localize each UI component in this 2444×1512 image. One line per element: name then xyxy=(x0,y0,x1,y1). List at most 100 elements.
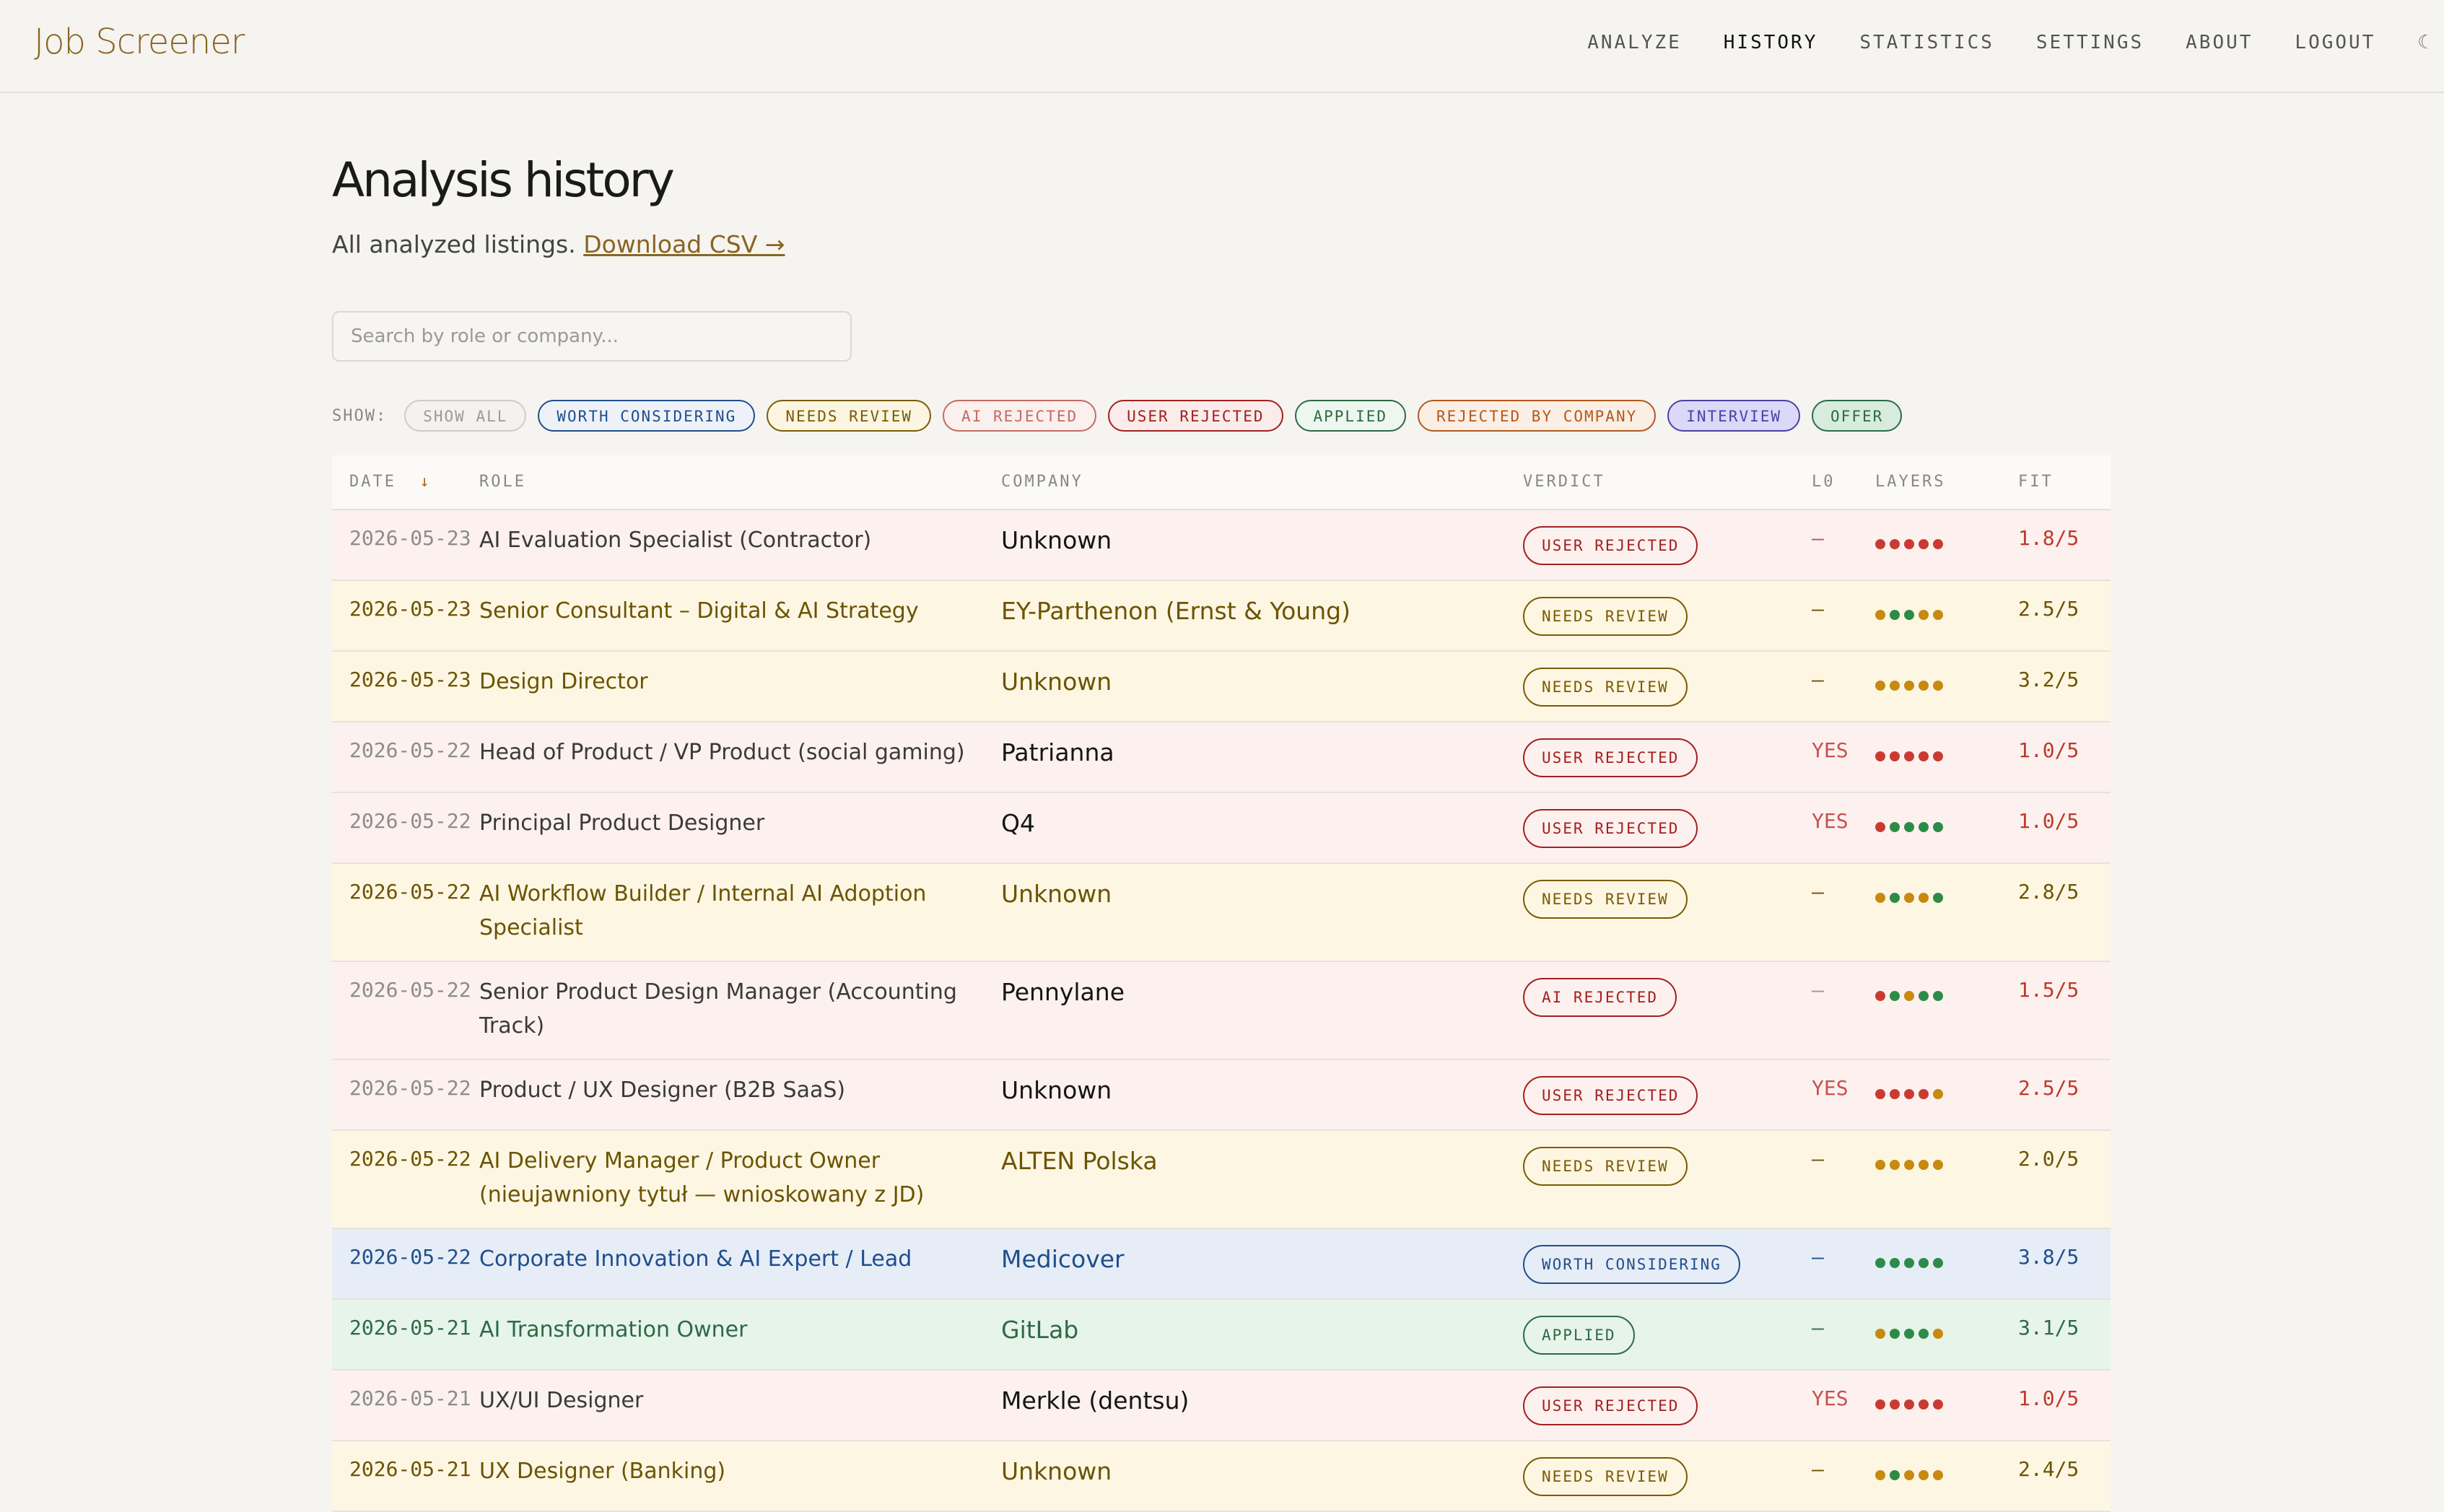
table-row[interactable]: 2026-05-23 Design Director Unknown NEEDS RE… xyxy=(332,652,2111,722)
row-fit: 1.8/5 xyxy=(2018,526,2079,550)
nav-statistics[interactable]: STATISTICS xyxy=(1859,32,1994,53)
row-role[interactable]: Head of Product / VP Product (social gam… xyxy=(479,740,965,765)
row-role[interactable]: AI Transformation Owner xyxy=(479,1317,748,1342)
filter-chip-ai-rejected[interactable]: AI REJECTED xyxy=(943,400,1097,432)
row-role[interactable]: UX/UI Designer xyxy=(479,1388,644,1413)
verdict-badge[interactable]: USER REJECTED xyxy=(1523,526,1698,565)
verdict-badge[interactable]: NEEDS REVIEW xyxy=(1523,880,1688,919)
row-date: 2026-05-23 xyxy=(349,526,471,550)
table-row[interactable]: 2026-05-21 UX Designer (Banking) Unknown NE… xyxy=(332,1441,2111,1512)
download-csv-link[interactable]: Download CSV → xyxy=(583,230,785,258)
layer-dot-icon xyxy=(1904,1470,1914,1480)
table-row[interactable]: 2026-05-23 AI Evaluation Specialist (Cont… xyxy=(332,510,2111,581)
verdict-badge[interactable]: NEEDS REVIEW xyxy=(1523,668,1688,707)
row-fit: 2.4/5 xyxy=(2018,1457,2079,1481)
header-fit[interactable]: FIT xyxy=(2018,473,2054,491)
layer-dot-icon xyxy=(1875,822,1885,832)
nav-analyze[interactable]: ANALYZE xyxy=(1587,32,1682,53)
nav-history[interactable]: HISTORY xyxy=(1723,32,1818,53)
layer-dot-icon xyxy=(1904,822,1914,832)
row-date: 2026-05-22 xyxy=(349,1245,471,1269)
row-company: Merkle (dentsu) xyxy=(1001,1386,1190,1415)
table-row[interactable]: 2026-05-22 Head of Product / VP Product (… xyxy=(332,722,2111,793)
table-row[interactable]: 2026-05-21 UX/UI Designer Merkle (dentsu) U… xyxy=(332,1371,2111,1441)
app-logo[interactable]: Job Screener xyxy=(34,22,245,62)
filters-label: SHOW: xyxy=(332,406,388,425)
filter-chip-worth-considering[interactable]: WORTH CONSIDERING xyxy=(538,400,756,432)
row-role[interactable]: AI Delivery Manager / Product Owner (nie… xyxy=(479,1148,925,1207)
row-verdict-cell: NEEDS REVIEW xyxy=(1523,668,1688,707)
header-verdict[interactable]: VERDICT xyxy=(1523,473,1605,491)
row-layers xyxy=(1875,1399,1947,1410)
row-role[interactable]: Senior Product Design Manager (Accountin… xyxy=(479,979,957,1039)
layer-dot-icon xyxy=(1890,1258,1900,1268)
verdict-badge[interactable]: WORTH CONSIDERING xyxy=(1523,1245,1740,1284)
verdict-badge[interactable]: USER REJECTED xyxy=(1523,809,1698,848)
header-company[interactable]: COMPANY xyxy=(1001,473,1083,491)
table-row[interactable]: 2026-05-22 Corporate Innovation & AI Expe… xyxy=(332,1229,2111,1300)
verdict-badge[interactable]: NEEDS REVIEW xyxy=(1523,1147,1688,1186)
filter-chip-user-rejected[interactable]: USER REJECTED xyxy=(1108,400,1283,432)
filter-chip-offer[interactable]: OFFER xyxy=(1812,400,1903,432)
table-row[interactable]: 2026-05-23 Senior Consultant – Digital & … xyxy=(332,581,2111,652)
row-role[interactable]: Senior Consultant – Digital & AI Strateg… xyxy=(479,598,919,624)
layer-dot-icon xyxy=(1919,822,1929,832)
filter-chip-interview[interactable]: INTERVIEW xyxy=(1667,400,1801,432)
row-role[interactable]: AI Workflow Builder / Internal AI Adopti… xyxy=(479,881,927,940)
row-layers xyxy=(1875,1258,1947,1268)
nav-about[interactable]: ABOUT xyxy=(2186,32,2253,53)
verdict-badge[interactable]: AI REJECTED xyxy=(1523,978,1677,1017)
filter-chip-applied[interactable]: APPLIED xyxy=(1294,400,1407,432)
layer-dot-icon xyxy=(1919,1258,1929,1268)
nav-logout[interactable]: LOGOUT xyxy=(2295,32,2376,53)
header-role[interactable]: ROLE xyxy=(479,473,526,491)
verdict-badge[interactable]: APPLIED xyxy=(1523,1316,1635,1355)
page-subtitle: All analyzed listings. Download CSV → xyxy=(332,230,785,258)
row-role[interactable]: Principal Product Designer xyxy=(479,810,765,836)
verdict-badge[interactable]: USER REJECTED xyxy=(1523,738,1698,777)
row-l0: — xyxy=(1812,597,1824,621)
row-role[interactable]: Design Director xyxy=(479,669,648,694)
layer-dot-icon xyxy=(1904,1329,1914,1339)
row-company: ALTEN Polska xyxy=(1001,1147,1158,1175)
table-row[interactable]: 2026-05-22 Senior Product Design Manager … xyxy=(332,962,2111,1060)
moon-icon[interactable]: ☾ xyxy=(2417,32,2431,53)
row-fit: 2.5/5 xyxy=(2018,597,2079,621)
row-fit: 1.0/5 xyxy=(2018,738,2079,762)
filter-chip-show-all[interactable]: SHOW ALL xyxy=(404,400,527,432)
filter-chip-rejected-by-company[interactable]: REJECTED BY COMPANY xyxy=(1418,400,1657,432)
row-role[interactable]: UX Designer (Banking) xyxy=(479,1459,726,1484)
table-row[interactable]: 2026-05-22 Principal Product Designer Q4 US… xyxy=(332,793,2111,864)
table-row[interactable]: 2026-05-22 AI Workflow Builder / Internal… xyxy=(332,864,2111,962)
layer-dot-icon xyxy=(1919,539,1929,549)
layer-dot-icon xyxy=(1875,610,1885,620)
verdict-badge[interactable]: USER REJECTED xyxy=(1523,1076,1698,1115)
row-layers xyxy=(1875,681,1947,691)
filter-chip-needs-review[interactable]: NEEDS REVIEW xyxy=(767,400,932,432)
row-role[interactable]: Corporate Innovation & AI Expert / Lead xyxy=(479,1246,912,1272)
verdict-badge[interactable]: NEEDS REVIEW xyxy=(1523,1457,1688,1496)
row-role[interactable]: Product / UX Designer (B2B SaaS) xyxy=(479,1078,846,1103)
nav-settings[interactable]: SETTINGS xyxy=(2035,32,2144,53)
row-date: 2026-05-23 xyxy=(349,597,471,621)
row-role[interactable]: AI Evaluation Specialist (Contractor) xyxy=(479,528,872,553)
row-fit: 1.5/5 xyxy=(2018,978,2079,1002)
table-row[interactable]: 2026-05-22 AI Delivery Manager / Product … xyxy=(332,1131,2111,1229)
layer-dot-icon xyxy=(1875,539,1885,549)
table-body: 2026-05-23 AI Evaluation Specialist (Cont… xyxy=(332,510,2111,1512)
layer-dot-icon xyxy=(1890,1399,1900,1410)
layer-dot-icon xyxy=(1933,751,1943,761)
row-verdict-cell: WORTH CONSIDERING xyxy=(1523,1245,1740,1284)
row-l0: YES xyxy=(1812,809,1849,833)
row-fit: 2.8/5 xyxy=(2018,880,2079,904)
verdict-badge[interactable]: USER REJECTED xyxy=(1523,1386,1698,1425)
table-row[interactable]: 2026-05-21 AI Transformation Owner GitLab A… xyxy=(332,1300,2111,1371)
layer-dot-icon xyxy=(1875,751,1885,761)
verdict-badge[interactable]: NEEDS REVIEW xyxy=(1523,597,1688,636)
search-input[interactable] xyxy=(332,311,852,362)
header-layers[interactable]: LAYERS xyxy=(1875,473,1946,491)
table-row[interactable]: 2026-05-22 Product / UX Designer (B2B Saa… xyxy=(332,1060,2111,1131)
header-l0[interactable]: L0 xyxy=(1812,473,1836,491)
header-date[interactable]: DATE ↓ xyxy=(349,473,432,491)
layer-dot-icon xyxy=(1904,610,1914,620)
